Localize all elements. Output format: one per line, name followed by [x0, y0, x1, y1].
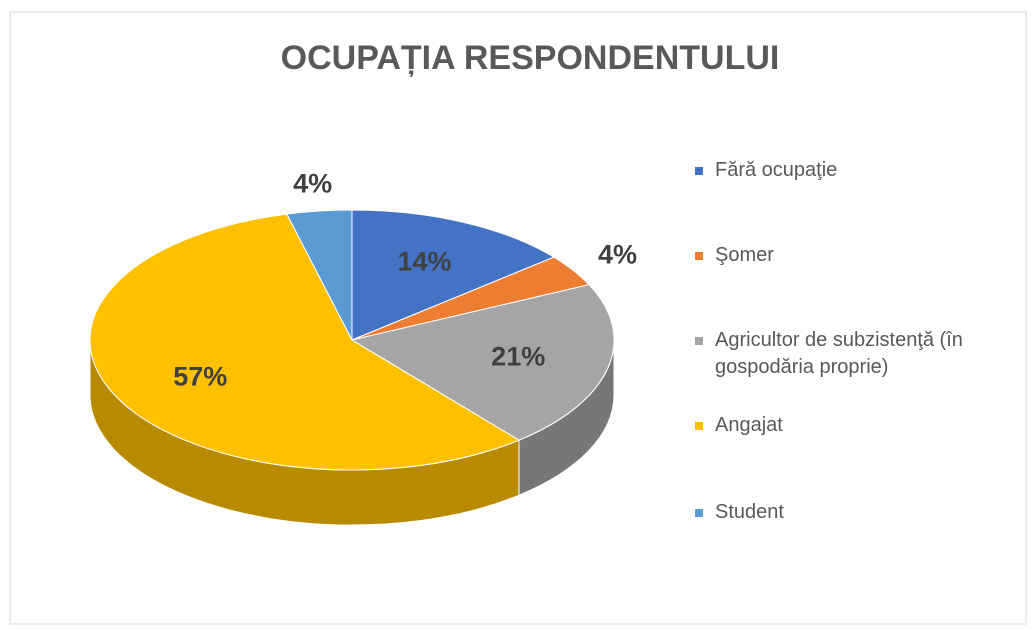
- legend-item: Student: [695, 499, 1015, 526]
- chart-title: OCUPAȚIA RESPONDENTULUI: [281, 39, 780, 77]
- value-labels: 14% 4% 21% 57% 4%: [173, 168, 637, 391]
- value-label: 57%: [173, 361, 227, 391]
- slice-tops: [89, 209, 615, 471]
- legend-swatch: [695, 167, 703, 175]
- legend-label: Student: [715, 501, 784, 523]
- value-label: 4%: [293, 168, 332, 198]
- legend-swatch: [695, 509, 703, 517]
- slice: [351, 209, 555, 341]
- slice: [286, 209, 353, 341]
- value-label: 4%: [598, 240, 637, 270]
- legend-swatch: [695, 252, 703, 260]
- value-label: 14%: [397, 247, 451, 277]
- legend-item: Şomer: [695, 242, 1015, 269]
- slice: [350, 284, 615, 441]
- value-label: 21%: [491, 342, 545, 372]
- slice: [89, 213, 521, 471]
- legend-item: Fără ocupaţie: [695, 157, 1015, 184]
- legend-swatch: [695, 422, 703, 430]
- legend-item: Agricultor de subzistenţă (în gospodăria…: [695, 327, 1015, 381]
- legend-item: Angajat: [695, 412, 1015, 439]
- legend-swatch: [695, 337, 703, 345]
- legend-label: Angajat: [715, 414, 783, 436]
- legend-label: Agricultor de subzistenţă (în gospodăria…: [715, 329, 963, 378]
- legend-label: Şomer: [715, 244, 774, 266]
- legend-label: Fără ocupaţie: [715, 159, 838, 181]
